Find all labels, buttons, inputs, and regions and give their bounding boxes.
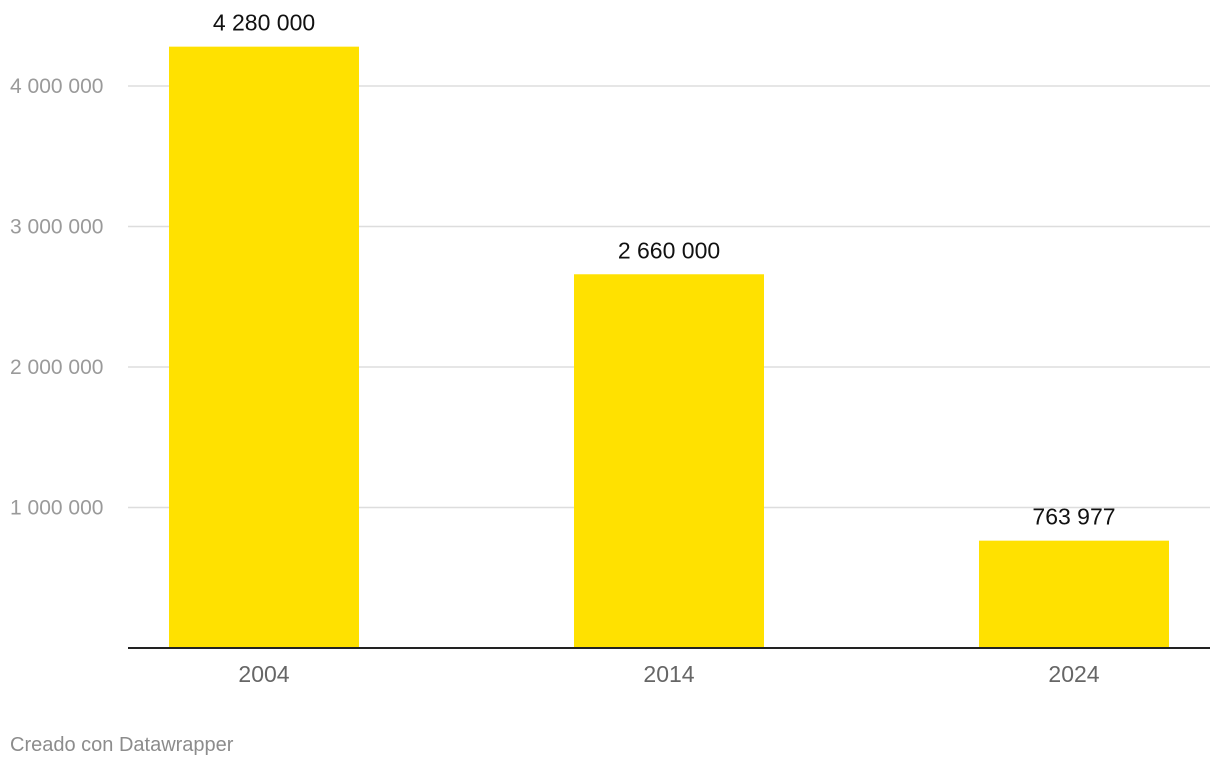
value-label: 4 280 000	[213, 10, 315, 36]
value-labels: 4 280 000 2 660 000 763 977	[213, 10, 1116, 530]
x-axis-ticks: 2004 2014 2024	[238, 661, 1099, 687]
x-tick-label: 2014	[643, 661, 694, 687]
value-label: 2 660 000	[618, 237, 720, 263]
bar-2014	[574, 274, 764, 648]
y-axis-ticks: 1 000 000 2 000 000 3 000 000 4 000 000	[10, 75, 103, 520]
bars	[169, 46, 1169, 649]
bar-2004	[169, 46, 359, 649]
y-tick-label: 2 000 000	[10, 356, 103, 379]
bar-2024	[979, 540, 1169, 648]
x-tick-label: 2004	[238, 661, 289, 687]
value-label: 763 977	[1032, 504, 1115, 530]
y-tick-label: 1 000 000	[10, 497, 103, 520]
datawrapper-credit[interactable]: Creado con Datawrapper	[10, 734, 234, 756]
y-tick-label: 3 000 000	[10, 216, 103, 239]
y-tick-label: 4 000 000	[10, 75, 103, 98]
x-tick-label: 2024	[1048, 661, 1099, 687]
